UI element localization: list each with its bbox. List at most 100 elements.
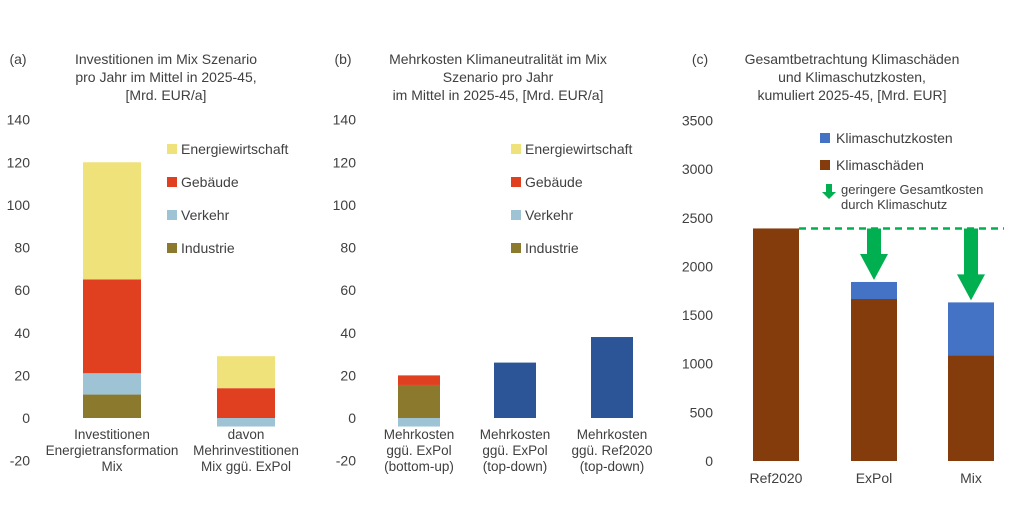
category-label: Energietransformation (46, 443, 179, 458)
legend-swatch (820, 160, 830, 170)
reduction-arrow (860, 228, 888, 280)
y-tick-label: -20 (336, 453, 356, 469)
category-label: Mehrkosten (480, 427, 551, 442)
category-label: (bottom-up) (384, 459, 454, 474)
bar-segment (83, 373, 141, 395)
annotation-text: durch Klimaschutz (841, 197, 947, 212)
legend-swatch (167, 177, 177, 187)
category-label: davon (228, 427, 265, 442)
category-label: Ref2020 (750, 470, 803, 486)
category-label: ggü. ExPol (386, 443, 451, 458)
category-label: Mix (102, 459, 123, 474)
legend-swatch (167, 210, 177, 220)
legend-label: Industrie (525, 240, 579, 256)
legend-label: Verkehr (525, 207, 574, 223)
y-tick-label: 80 (340, 240, 356, 256)
category-label: (top-down) (483, 459, 548, 474)
y-tick-label: 60 (340, 282, 356, 298)
bar-segment (217, 418, 275, 427)
reduction-arrow (957, 228, 985, 301)
y-tick-label: 0 (22, 410, 30, 426)
y-tick-label: 20 (340, 367, 356, 383)
bar-segment (83, 394, 141, 418)
legend-label: Gebäude (181, 174, 239, 190)
legend-label: Gebäude (525, 174, 583, 190)
bar-segment (83, 279, 141, 374)
y-tick-label: 0 (705, 453, 713, 469)
legend-label: Verkehr (181, 207, 230, 223)
annotation-text: geringere Gesamtkosten (841, 182, 983, 197)
panel-a: (a) Investitionen im Mix Szenario pro Jahr… (7, 51, 299, 474)
y-tick-label: 0 (348, 410, 356, 426)
category-label: Mix (960, 470, 982, 486)
y-tick-label: 500 (690, 404, 714, 420)
bar-segment (753, 228, 799, 461)
chart-title: pro Jahr im Mittel in 2025-45, (75, 69, 256, 85)
y-tick-label: 80 (14, 240, 30, 256)
bar-segment (494, 362, 536, 418)
panel-label: (b) (334, 51, 351, 67)
y-tick-label: 100 (7, 197, 31, 213)
legend-swatch (167, 243, 177, 253)
legend-label: Energiewirtschaft (181, 141, 288, 157)
category-label: Mehrinvestitionen (193, 443, 299, 458)
bar-segment (851, 281, 897, 299)
category-label: ExPol (856, 470, 893, 486)
y-tick-label: 2000 (682, 258, 713, 274)
y-tick-label: 100 (333, 197, 357, 213)
category-label: Mehrkosten (384, 427, 455, 442)
panel-b: (b) Mehrkosten Klimaneutralität im Mix Sze… (333, 51, 653, 474)
y-tick-label: 2500 (682, 210, 713, 226)
arrow-down-icon (822, 184, 836, 199)
chart-title: und Klimaschutzkosten, (778, 69, 926, 85)
category-label: ggü. ExPol (482, 443, 547, 458)
chart-title: kumuliert 2025-45, [Mrd. EUR] (757, 87, 946, 103)
y-tick-label: 140 (333, 112, 357, 128)
y-tick-label: 140 (7, 112, 31, 128)
panel-label: (a) (9, 51, 26, 67)
y-tick-label: 40 (340, 325, 356, 341)
bar-segment (398, 375, 440, 385)
legend-label: Klimaschutzkosten (836, 130, 953, 146)
legend-swatch (511, 144, 521, 154)
bar-segment (851, 298, 897, 461)
bar-segment (398, 384, 440, 418)
y-tick-label: 3000 (682, 161, 713, 177)
y-tick-label: -20 (10, 453, 30, 469)
legend-swatch (511, 177, 521, 187)
bar-segment (83, 162, 141, 280)
legend-label: Energiewirtschaft (525, 141, 632, 157)
category-label: Mix ggü. ExPol (201, 459, 291, 474)
chart-title: im Mittel in 2025-45, [Mrd. EUR/a] (393, 87, 604, 103)
legend-swatch (167, 144, 177, 154)
legend-swatch (820, 133, 830, 143)
bar-segment (948, 302, 994, 356)
y-tick-label: 1000 (682, 356, 713, 372)
category-label: Mehrkosten (577, 427, 648, 442)
y-tick-label: 120 (333, 154, 357, 170)
category-label: Investitionen (74, 427, 150, 442)
chart-title: Szenario pro Jahr (443, 69, 554, 85)
legend-label: Industrie (181, 240, 235, 256)
legend-label: Klimaschäden (836, 157, 924, 173)
y-tick-label: 40 (14, 325, 30, 341)
legend-swatch (511, 210, 521, 220)
legend-swatch (511, 243, 521, 253)
y-tick-label: 60 (14, 282, 30, 298)
y-tick-label: 20 (14, 367, 30, 383)
chart-title: Gesamtbetrachtung Klimaschäden (745, 51, 960, 67)
chart-title: Investitionen im Mix Szenario (75, 51, 257, 67)
panel-c: (c) Gesamtbetrachtung Klimaschäden und Kli… (682, 51, 1004, 486)
bar-segment (591, 337, 633, 418)
chart-title: Mehrkosten Klimaneutralität im Mix (389, 51, 607, 67)
category-label: ggü. Ref2020 (571, 443, 652, 458)
y-tick-label: 120 (7, 154, 31, 170)
chart-title: [Mrd. EUR/a] (126, 87, 207, 103)
bar-segment (398, 418, 440, 427)
bar-segment (948, 355, 994, 461)
bar-segment (217, 388, 275, 418)
category-label: (top-down) (580, 459, 645, 474)
panel-label: (c) (692, 51, 708, 67)
bar-segment (217, 356, 275, 389)
